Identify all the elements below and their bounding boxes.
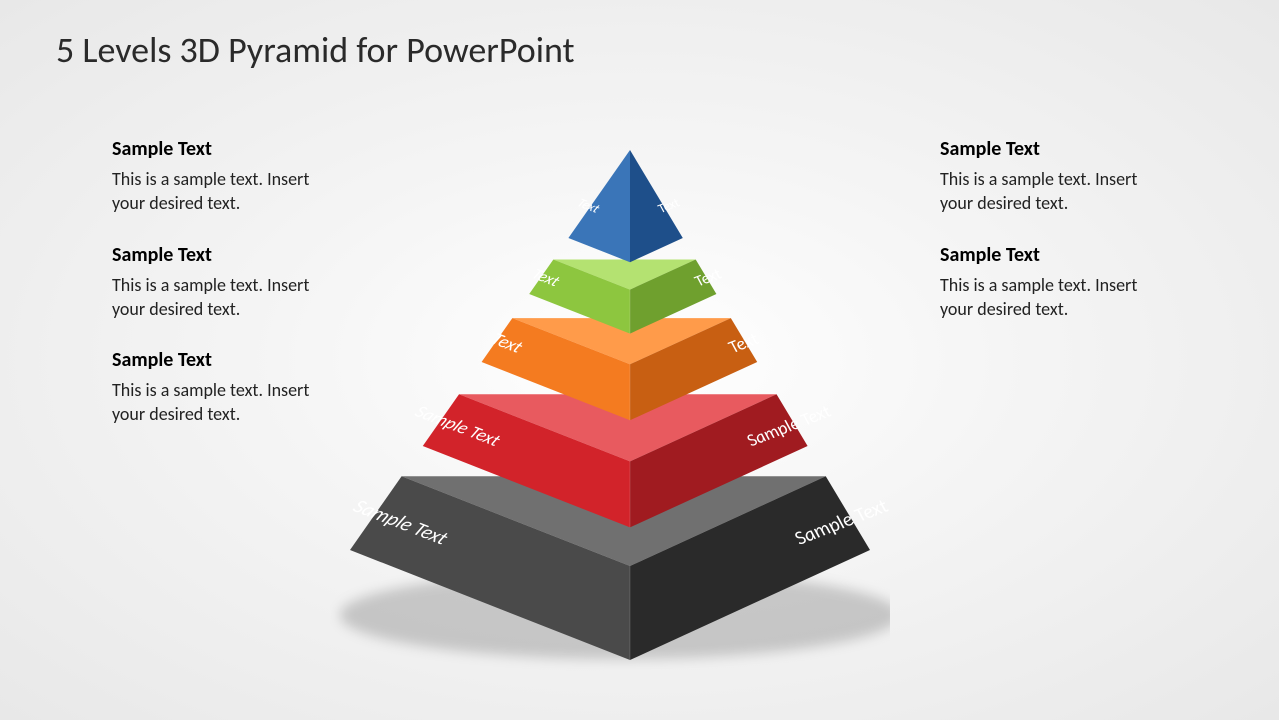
text-block-heading: Sample Text bbox=[112, 138, 342, 161]
text-block-body: This is a sample text. Insert your desir… bbox=[940, 167, 1170, 216]
text-block: Sample Text This is a sample text. Inser… bbox=[940, 244, 1170, 322]
text-block: Sample Text This is a sample text. Inser… bbox=[112, 244, 342, 322]
text-block-body: This is a sample text. Insert your desir… bbox=[112, 167, 342, 216]
text-block: Sample Text This is a sample text. Inser… bbox=[940, 138, 1170, 216]
text-block-heading: Sample Text bbox=[112, 349, 342, 372]
text-block-heading: Sample Text bbox=[940, 138, 1170, 161]
slide-title: 5 Levels 3D Pyramid for PowerPoint bbox=[56, 28, 575, 72]
text-block-heading: Sample Text bbox=[940, 244, 1170, 267]
pyramid-3d: Sample TextSample TextSample TextSample … bbox=[330, 120, 890, 680]
text-block-heading: Sample Text bbox=[112, 244, 342, 267]
text-block-body: This is a sample text. Insert your desir… bbox=[940, 273, 1170, 322]
text-block-body: This is a sample text. Insert your desir… bbox=[112, 378, 342, 427]
text-block-body: This is a sample text. Insert your desir… bbox=[112, 273, 342, 322]
text-block: Sample Text This is a sample text. Inser… bbox=[112, 138, 342, 216]
left-text-column: Sample Text This is a sample text. Inser… bbox=[112, 138, 342, 455]
right-text-column: Sample Text This is a sample text. Inser… bbox=[940, 138, 1170, 349]
text-block: Sample Text This is a sample text. Inser… bbox=[112, 349, 342, 427]
